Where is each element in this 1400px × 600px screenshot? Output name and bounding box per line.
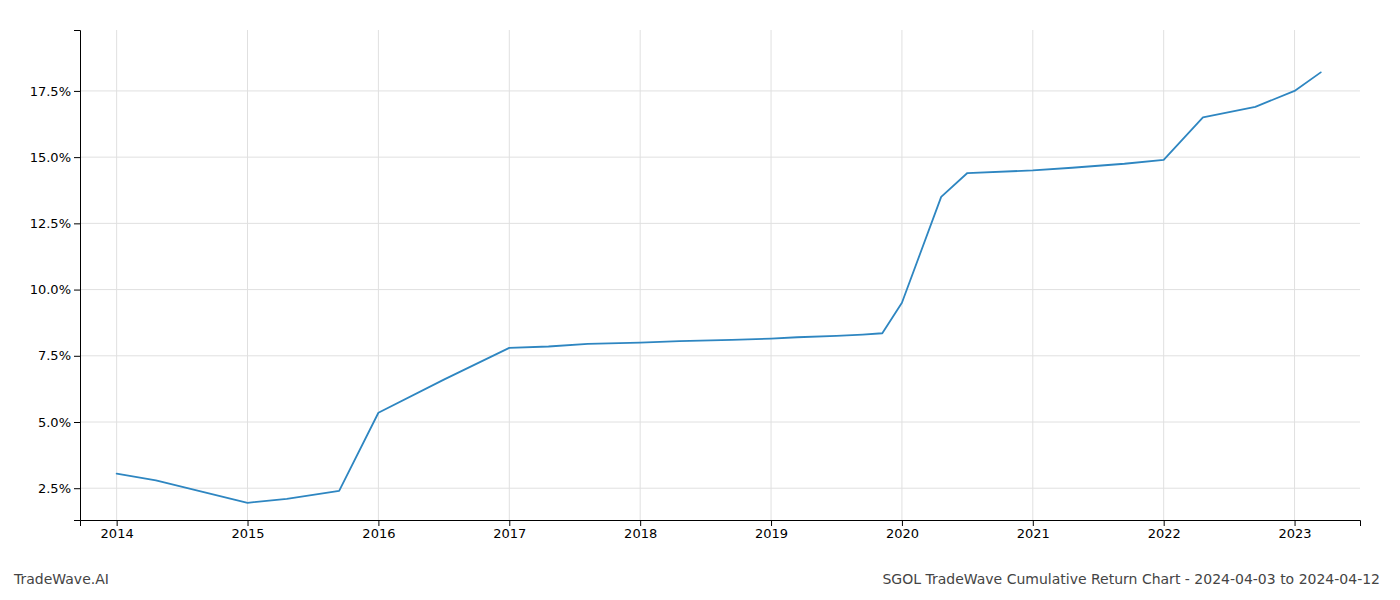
tick-label: 2017 <box>493 526 526 541</box>
tick-mark <box>1033 520 1034 526</box>
tick: 2020 <box>886 520 919 541</box>
line <box>117 72 1321 502</box>
grid-line <box>1032 30 1033 520</box>
grid-line <box>80 422 1360 423</box>
tick: 5.0% <box>38 415 80 430</box>
grid-line <box>509 30 510 520</box>
grid-line <box>640 30 641 520</box>
tick: 2015 <box>231 520 264 541</box>
tick-mark <box>1164 520 1165 526</box>
tick-mark <box>74 356 80 357</box>
tick-label: 7.5% <box>38 348 71 363</box>
tick: 7.5% <box>38 348 80 363</box>
tick-label: 2022 <box>1148 526 1181 541</box>
tick-mark <box>902 520 903 526</box>
tick: 2.5% <box>38 481 80 496</box>
tick: 2017 <box>493 520 526 541</box>
axis-line <box>74 31 81 521</box>
marks <box>117 72 1321 502</box>
tick-label: 2.5% <box>38 481 71 496</box>
grid-line <box>80 355 1360 356</box>
tick-mark <box>509 520 510 526</box>
tick: 15.0% <box>30 150 80 165</box>
tick: 2022 <box>1148 520 1181 541</box>
tick: 2021 <box>1017 520 1050 541</box>
tick: 17.5% <box>30 84 80 99</box>
title: SGOL TradeWave Cumulative Return Chart -… <box>882 571 1380 587</box>
tick-mark <box>117 520 118 526</box>
tick-mark <box>771 520 772 526</box>
tick-label: 2018 <box>624 526 657 541</box>
grid-line <box>116 30 117 520</box>
tick-mark <box>378 520 379 526</box>
tick-label: 2019 <box>755 526 788 541</box>
tick-mark <box>74 488 80 489</box>
grid-line <box>771 30 772 520</box>
grid-line <box>901 30 902 520</box>
tick-label: 12.5% <box>30 216 71 231</box>
tick-label: 15.0% <box>30 150 71 165</box>
tick-mark <box>1295 520 1296 526</box>
tick: 10.0% <box>30 282 80 297</box>
grid-line <box>247 30 248 520</box>
axis-line <box>81 521 1361 527</box>
tick-mark <box>74 91 80 92</box>
tick-label: 2023 <box>1279 526 1312 541</box>
grid-line <box>80 289 1360 290</box>
grid-line <box>378 30 379 520</box>
tick-mark <box>74 223 80 224</box>
tick-mark <box>640 520 641 526</box>
chart: 2014 2015 2016 2017 2018 2019 2020 2021 2022 2023… <box>0 0 1400 600</box>
grid <box>80 30 1360 520</box>
tick-mark <box>248 520 249 526</box>
tick-mark <box>74 290 80 291</box>
tick-mark <box>74 157 80 158</box>
tick-mark <box>74 422 80 423</box>
tick: 2014 <box>101 520 134 541</box>
y-axis: 2.5% 5.0% 7.5% 10.0% 12.5% 15.0% 17.5% <box>30 31 81 521</box>
grid-line <box>80 223 1360 224</box>
tick-label: 2014 <box>101 526 134 541</box>
tick-label: 2020 <box>886 526 919 541</box>
tick-label: 2021 <box>1017 526 1050 541</box>
annotation: TradeWave.AI <box>13 571 109 587</box>
tick-label: 5.0% <box>38 415 71 430</box>
grid-line <box>80 90 1360 91</box>
tick: 2016 <box>362 520 395 541</box>
tick: 12.5% <box>30 216 80 231</box>
x-axis: 2014 2015 2016 2017 2018 2019 2020 2021 2022 2023 <box>81 520 1361 541</box>
grid-line <box>1163 30 1164 520</box>
tick: 2023 <box>1279 520 1312 541</box>
tick-label: 2016 <box>362 526 395 541</box>
tick-label: 17.5% <box>30 84 71 99</box>
tick-label: 2015 <box>231 526 264 541</box>
tick-label: 10.0% <box>30 282 71 297</box>
grid-line <box>1294 30 1295 520</box>
grid-line <box>80 488 1360 489</box>
tick: 2018 <box>624 520 657 541</box>
grid-line <box>80 157 1360 158</box>
plot: 2014 2015 2016 2017 2018 2019 2020 2021 2022 2023… <box>30 30 1361 541</box>
tick: 2019 <box>755 520 788 541</box>
